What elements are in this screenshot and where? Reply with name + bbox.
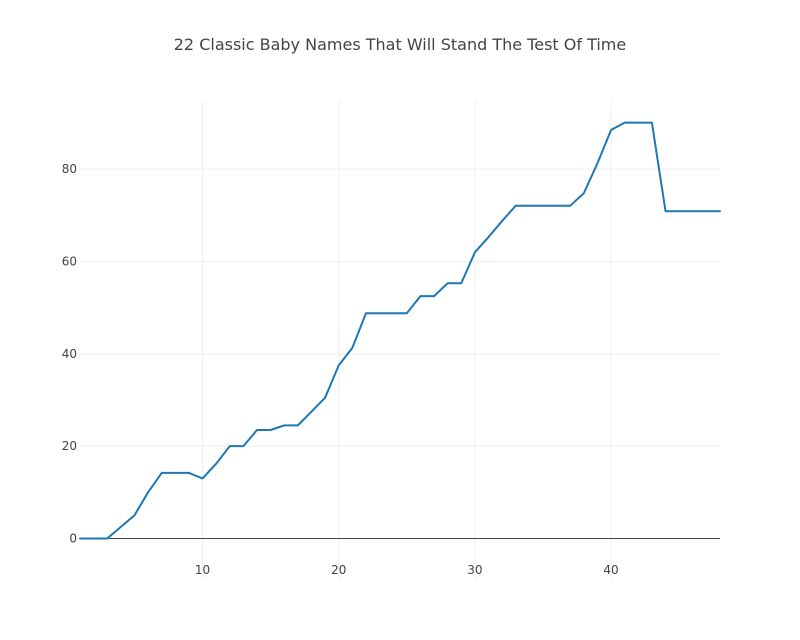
y-axis-tick-labels: 0 20 40 60 80 — [62, 162, 77, 545]
series-layer — [79, 121, 721, 540]
x-tick-label: 40 — [603, 563, 618, 577]
x-axis-tick-labels: 10 20 30 40 — [195, 563, 619, 577]
y-gridlines — [80, 168, 720, 447]
y-tick-label: 20 — [62, 439, 77, 453]
x-tick-label: 30 — [467, 563, 482, 577]
series-line-0 — [79, 121, 721, 540]
y-tick-label: 40 — [62, 347, 77, 361]
y-tick-label: 80 — [62, 162, 77, 176]
x-gridlines — [202, 100, 612, 580]
x-tick-label: 10 — [195, 563, 210, 577]
x-tick-label: 20 — [331, 563, 346, 577]
y-tick-label: 60 — [62, 255, 77, 269]
chart-title: 22 Classic Baby Names That Will Stand Th… — [174, 35, 626, 54]
y-tick-label: 0 — [69, 531, 77, 545]
